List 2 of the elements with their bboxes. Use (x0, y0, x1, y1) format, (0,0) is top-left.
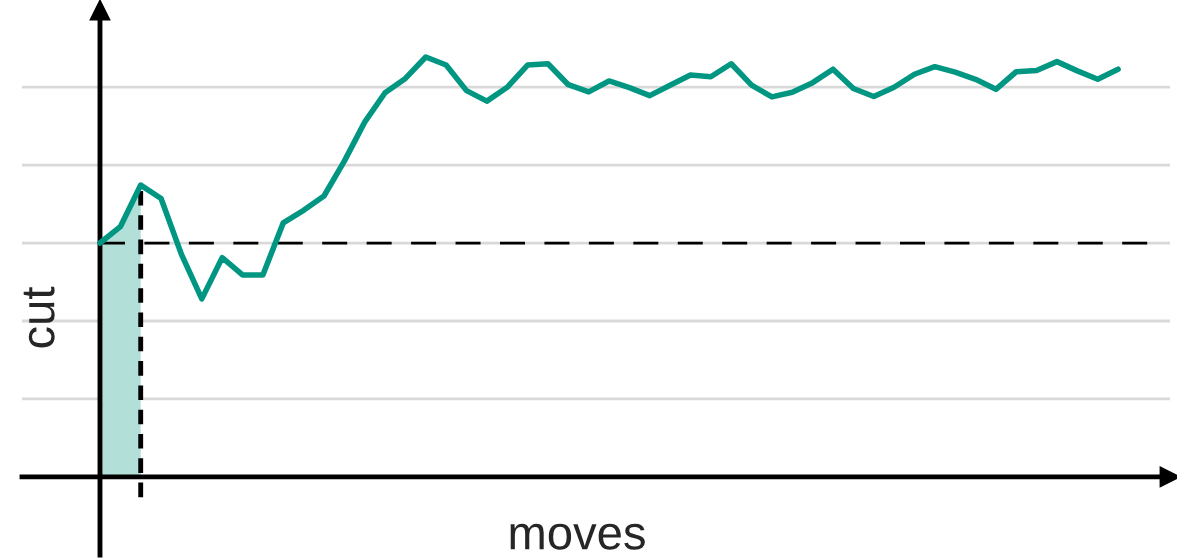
y-axis-title: cut (23, 286, 55, 348)
x-axis-title: moves (510, 523, 645, 550)
